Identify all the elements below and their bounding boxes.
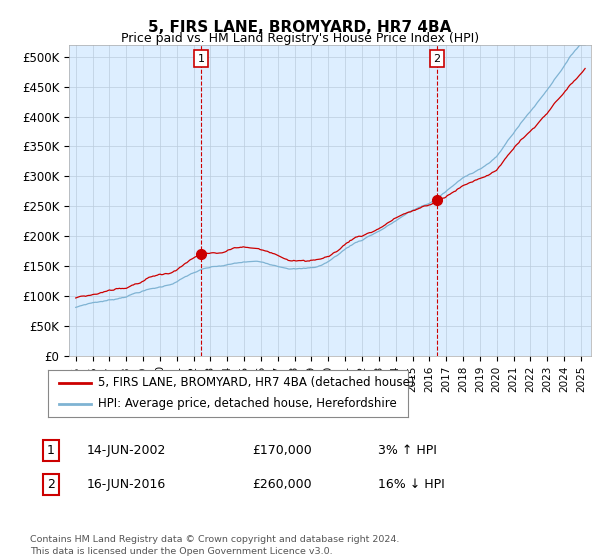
Text: £260,000: £260,000 [252,478,311,491]
Text: 16-JUN-2016: 16-JUN-2016 [87,478,166,491]
Text: Price paid vs. HM Land Registry's House Price Index (HPI): Price paid vs. HM Land Registry's House … [121,32,479,45]
Text: 2: 2 [433,54,440,64]
Text: This data is licensed under the Open Government Licence v3.0.: This data is licensed under the Open Gov… [30,547,332,556]
Text: 5, FIRS LANE, BROMYARD, HR7 4BA: 5, FIRS LANE, BROMYARD, HR7 4BA [148,20,452,35]
Text: 1: 1 [197,54,205,64]
Text: 2: 2 [47,478,55,491]
Text: Contains HM Land Registry data © Crown copyright and database right 2024.: Contains HM Land Registry data © Crown c… [30,535,400,544]
Text: £170,000: £170,000 [252,444,312,458]
Text: 5, FIRS LANE, BROMYARD, HR7 4BA (detached house): 5, FIRS LANE, BROMYARD, HR7 4BA (detache… [98,376,415,389]
Text: 14-JUN-2002: 14-JUN-2002 [87,444,166,458]
Text: 1: 1 [47,444,55,458]
Text: 3% ↑ HPI: 3% ↑ HPI [378,444,437,458]
Text: HPI: Average price, detached house, Herefordshire: HPI: Average price, detached house, Here… [98,398,397,410]
Text: 16% ↓ HPI: 16% ↓ HPI [378,478,445,491]
